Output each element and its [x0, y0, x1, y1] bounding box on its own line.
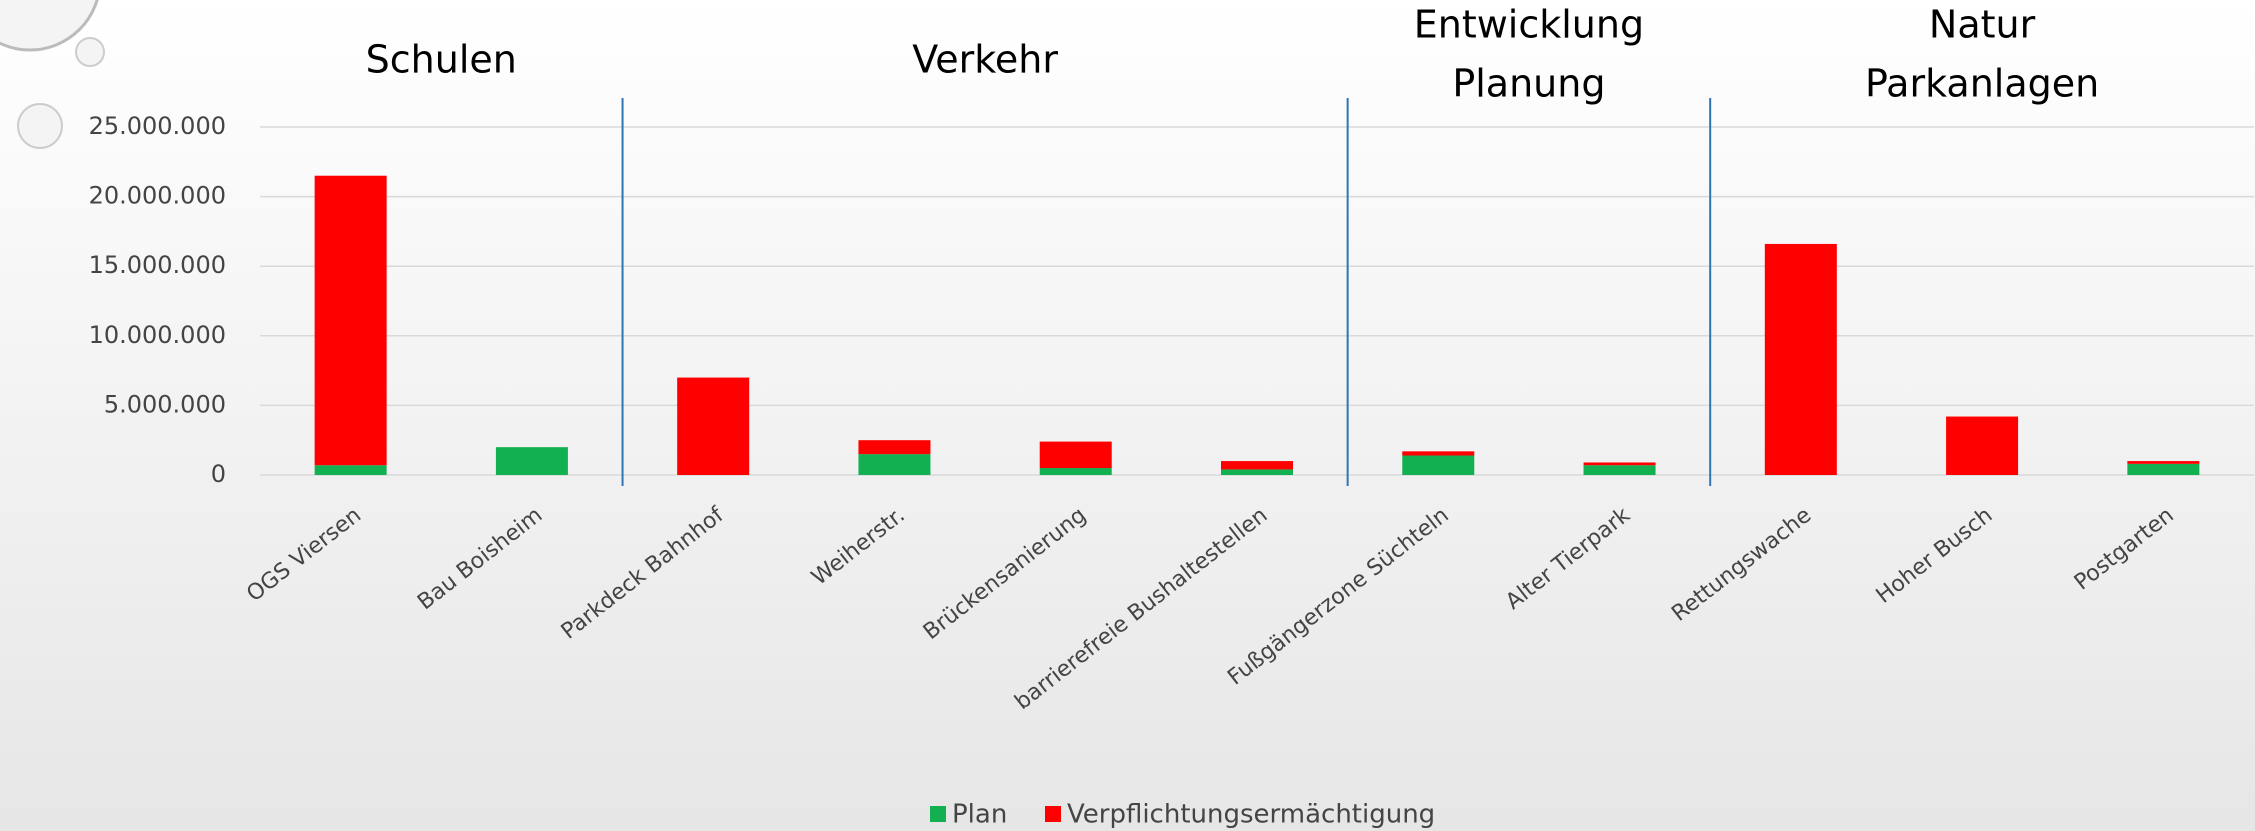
bar-segment [1039, 468, 1112, 475]
y-tick-label: 5.000.000 [104, 390, 226, 418]
bar-segment [314, 465, 387, 475]
bar-segment [1764, 243, 1837, 475]
x-tick-label: Alter Tierpark [1501, 503, 1635, 615]
legend-swatch [1045, 806, 1061, 822]
bar-segment [1039, 441, 1112, 469]
y-tick-label: 0 [211, 460, 226, 488]
decor-circle [17, 103, 63, 149]
x-tick-label: Bau Boisheim [413, 503, 547, 615]
bar-segment [1402, 451, 1475, 456]
legend-label: Plan [952, 800, 1007, 830]
x-tick-label: Rettungswache [1667, 503, 1816, 627]
group-label: Parkanlagen [1865, 62, 2099, 106]
bar-segment [314, 175, 387, 466]
x-tick-label: Weiherstr. [807, 503, 910, 591]
bar-segment [1221, 469, 1293, 475]
group-label: Entwicklung [1414, 3, 1644, 47]
bar-segment [2127, 461, 2200, 464]
bar-segment [677, 377, 750, 475]
bar-segment [1946, 416, 2019, 475]
legend-swatch [930, 806, 946, 822]
legend-label: Verpflichtungsermächtigung [1067, 800, 1435, 830]
bar-segment [1583, 465, 1656, 475]
bar-segment [858, 440, 931, 455]
group-label: Verkehr [912, 38, 1058, 82]
bar-segment [1583, 462, 1656, 466]
decor-circle [0, 0, 99, 52]
group-label: Schulen [366, 38, 517, 82]
bar-segment [2127, 463, 2200, 475]
y-tick-label: 15.000.000 [89, 251, 226, 279]
x-tick-label: Parkdeck Bahnhof [557, 502, 730, 645]
x-tick-label: Hoher Busch [1872, 503, 1998, 609]
bar-segment [1402, 455, 1475, 475]
y-tick-label: 25.000.000 [89, 112, 226, 140]
decor-circle [75, 37, 105, 67]
y-tick-label: 10.000.000 [89, 321, 226, 349]
y-tick-label: 20.000.000 [89, 182, 226, 210]
x-tick-label: OGS Viersen [242, 503, 366, 607]
group-label: Planung [1452, 62, 1605, 106]
x-tick-label: Postgarten [2070, 503, 2179, 596]
group-label: Natur [1929, 3, 2036, 47]
bar-segment [495, 447, 568, 475]
bar-segment [1221, 461, 1293, 470]
bar-segment [858, 454, 931, 475]
x-tick-label: Brückensanierung [919, 503, 1091, 645]
